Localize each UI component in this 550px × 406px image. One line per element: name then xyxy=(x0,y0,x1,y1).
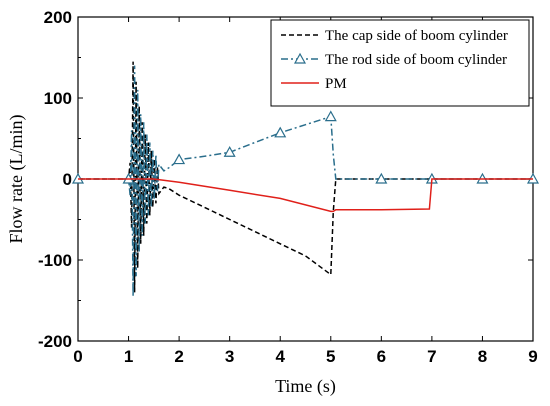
series-marker-rod-side xyxy=(324,110,337,122)
x-tick-label: 9 xyxy=(528,347,537,366)
y-axis-label: Flow rate (L/min) xyxy=(6,115,27,244)
tick-labels: 0 1 2 3 4 5 6 7 8 9 200 100 0 -100 -200 xyxy=(38,8,538,366)
series-line-cap-side xyxy=(78,61,533,293)
series-layer xyxy=(71,61,540,297)
chart-legend: The cap side of boom cylinder The rod sid… xyxy=(270,19,530,107)
y-tick-label: -100 xyxy=(38,251,72,270)
x-tick-label: 3 xyxy=(225,347,234,366)
x-tick-label: 5 xyxy=(326,347,335,366)
y-tick-label: 100 xyxy=(44,89,72,108)
x-tick-label: 1 xyxy=(124,347,133,366)
x-tick-label: 8 xyxy=(478,347,487,366)
x-tick-label: 4 xyxy=(275,347,285,366)
series-marker-rod-side xyxy=(223,146,236,157)
x-tick-label: 2 xyxy=(174,347,183,366)
x-tick-label: 0 xyxy=(73,347,82,366)
x-tick-label: 7 xyxy=(427,347,436,366)
series-marker-rod-side xyxy=(375,172,388,184)
series-marker-rod-side xyxy=(173,153,186,165)
y-tick-label: -200 xyxy=(38,332,72,351)
x-tick-label: 6 xyxy=(377,347,386,366)
series-marker-rod-side xyxy=(274,126,287,138)
legend-label-pm: PM xyxy=(325,76,347,92)
legend-marker-rod-side xyxy=(293,52,307,64)
y-tick-label: 200 xyxy=(44,8,72,27)
x-axis-label: Time (s) xyxy=(275,376,336,397)
y-tick-label: 0 xyxy=(63,170,72,189)
series-line-pm xyxy=(78,178,533,213)
legend-label-cap-side: The cap side of boom cylinder xyxy=(325,28,508,44)
legend-label-rod-side: The rod side of boom cylinder xyxy=(325,52,507,68)
